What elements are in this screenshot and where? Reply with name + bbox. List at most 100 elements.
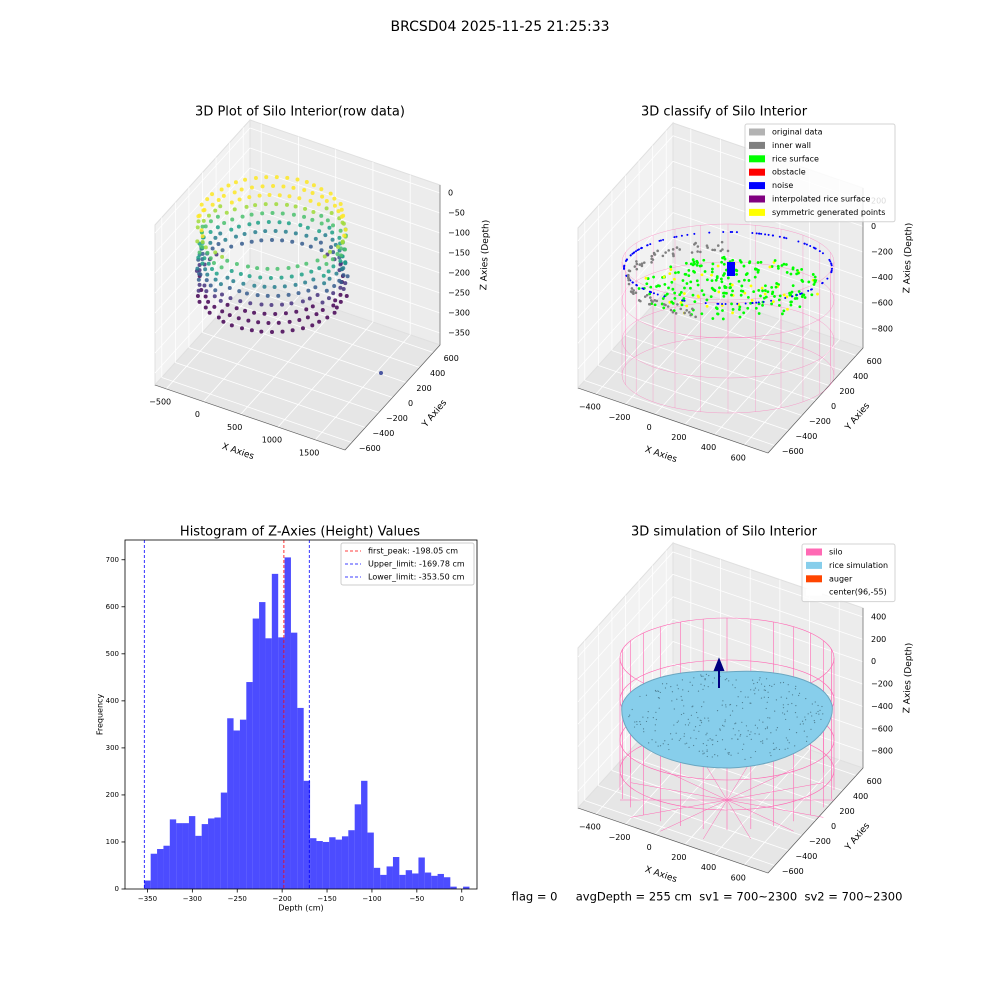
point [738,315,742,319]
point [249,239,254,244]
x-tick-label: −400 [579,403,601,412]
point [343,281,348,286]
mesh-dot [712,739,714,741]
z-tick-label: 0 [871,222,876,231]
point [643,295,647,298]
point [321,273,326,278]
silo-wire [726,768,794,801]
mesh-dot [788,742,790,744]
point [635,283,638,286]
mesh-dot [765,707,767,710]
legend-swatch [749,155,765,163]
point [210,202,215,207]
mesh-dot [657,697,660,699]
bar [341,836,349,889]
point [715,275,719,278]
point [762,300,765,303]
point [238,299,243,304]
point [210,246,215,251]
mesh-dot [706,755,708,758]
grid-line [584,640,775,866]
point [683,299,686,302]
point [663,282,667,286]
silo-wire [726,782,824,801]
point [719,277,723,281]
mesh-dot [785,737,787,739]
point [634,291,638,294]
point [291,212,296,217]
silo-wire [726,799,794,832]
point [203,305,208,310]
point [731,258,735,262]
point [681,299,684,302]
point [262,311,267,316]
point [809,244,812,247]
point [694,241,697,245]
point [761,289,764,293]
point [327,276,332,281]
point [304,307,309,312]
point [735,231,738,234]
mesh-dot [762,740,764,742]
point [633,265,637,268]
point [224,210,229,215]
point [774,285,778,289]
axis-line [577,608,864,874]
point [670,280,674,284]
grid-line [597,625,789,851]
mesh-dot [739,735,741,737]
point [702,258,706,262]
mesh-dot [680,695,682,698]
mesh-dot [651,739,653,741]
mesh-dot [762,721,764,723]
point [663,295,666,298]
point [676,303,679,306]
point [233,234,238,239]
point [246,318,251,323]
legend-label: inner wall [772,141,811,150]
point [782,262,786,266]
mesh-dot [694,726,697,728]
point [255,293,260,298]
point [232,207,237,212]
mesh-dot [787,684,789,686]
bar [208,818,215,889]
grid-line [188,187,380,413]
mesh-dot [683,735,685,737]
mesh-dot [738,730,740,732]
y-tick-label: −400 [795,852,817,861]
point [334,271,339,276]
point [693,232,696,235]
mesh-dot [769,752,771,754]
bar [310,838,317,889]
mesh-dot [802,723,804,725]
mesh-dot [717,755,719,757]
mesh-dot [740,691,742,693]
point [666,305,670,308]
point [723,272,726,275]
point [297,318,302,323]
point [277,220,282,225]
point [219,187,224,192]
point [331,291,336,296]
mesh-dot [810,711,812,713]
mesh-dot [639,695,641,698]
point [242,231,247,236]
point [683,311,686,315]
mesh-dot [776,727,779,729]
point [744,273,748,276]
point [215,225,220,230]
point [342,233,347,238]
point [253,203,258,208]
legend-label: rice simulation [829,561,888,570]
legend-box [744,123,896,223]
point [206,213,211,218]
point [830,262,833,265]
x-tick-label: −250 [228,895,247,903]
point [798,305,802,309]
mesh-dot [666,683,668,685]
point [195,293,200,298]
x-tick-label: 600 [731,453,746,462]
legend-label: first_peak: -198.05 cm [368,547,458,556]
point [200,251,205,256]
